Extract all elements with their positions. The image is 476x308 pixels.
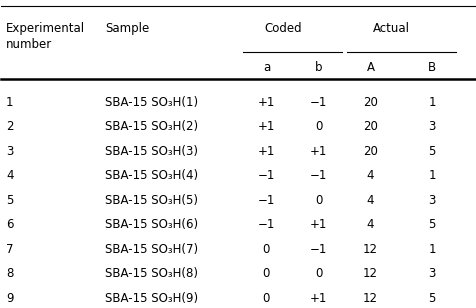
Text: 8: 8 xyxy=(6,267,13,280)
Text: Sample: Sample xyxy=(106,22,150,35)
Text: SBA-15 SO₃H(9): SBA-15 SO₃H(9) xyxy=(106,292,198,305)
Text: 7: 7 xyxy=(6,243,14,256)
Text: 3: 3 xyxy=(428,194,436,207)
Text: +1: +1 xyxy=(258,145,275,158)
Text: −1: −1 xyxy=(310,243,327,256)
Text: 0: 0 xyxy=(263,243,270,256)
Text: 1: 1 xyxy=(6,95,14,109)
Text: 0: 0 xyxy=(315,194,322,207)
Text: 3: 3 xyxy=(428,267,436,280)
Text: SBA-15 SO₃H(2): SBA-15 SO₃H(2) xyxy=(106,120,198,133)
Text: +1: +1 xyxy=(310,145,327,158)
Text: −1: −1 xyxy=(310,169,327,182)
Text: 5: 5 xyxy=(6,194,13,207)
Text: +1: +1 xyxy=(310,292,327,305)
Text: 4: 4 xyxy=(367,194,374,207)
Text: +1: +1 xyxy=(258,95,275,109)
Text: SBA-15 SO₃H(1): SBA-15 SO₃H(1) xyxy=(106,95,198,109)
Text: 0: 0 xyxy=(315,267,322,280)
Text: −1: −1 xyxy=(310,95,327,109)
Text: SBA-15 SO₃H(6): SBA-15 SO₃H(6) xyxy=(106,218,198,231)
Text: 4: 4 xyxy=(367,169,374,182)
Text: 1: 1 xyxy=(428,243,436,256)
Text: +1: +1 xyxy=(258,120,275,133)
Text: −1: −1 xyxy=(258,169,275,182)
Text: 12: 12 xyxy=(363,267,378,280)
Text: a: a xyxy=(263,61,270,74)
Text: 3: 3 xyxy=(6,145,13,158)
Text: 20: 20 xyxy=(363,95,378,109)
Text: 0: 0 xyxy=(315,120,322,133)
Text: −1: −1 xyxy=(258,194,275,207)
Text: 2: 2 xyxy=(6,120,14,133)
Text: 6: 6 xyxy=(6,218,14,231)
Text: SBA-15 SO₃H(4): SBA-15 SO₃H(4) xyxy=(106,169,198,182)
Text: 5: 5 xyxy=(428,145,436,158)
Text: Experimental
number: Experimental number xyxy=(6,22,85,51)
Text: +1: +1 xyxy=(310,218,327,231)
Text: 20: 20 xyxy=(363,145,378,158)
Text: 3: 3 xyxy=(428,120,436,133)
Text: 5: 5 xyxy=(428,218,436,231)
Text: 9: 9 xyxy=(6,292,14,305)
Text: −1: −1 xyxy=(258,218,275,231)
Text: SBA-15 SO₃H(8): SBA-15 SO₃H(8) xyxy=(106,267,198,280)
Text: 0: 0 xyxy=(263,267,270,280)
Text: SBA-15 SO₃H(3): SBA-15 SO₃H(3) xyxy=(106,145,198,158)
Text: B: B xyxy=(428,61,436,74)
Text: Coded: Coded xyxy=(264,22,302,35)
Text: 4: 4 xyxy=(367,218,374,231)
Text: 5: 5 xyxy=(428,292,436,305)
Text: 1: 1 xyxy=(428,169,436,182)
Text: SBA-15 SO₃H(7): SBA-15 SO₃H(7) xyxy=(106,243,198,256)
Text: 1: 1 xyxy=(428,95,436,109)
Text: 4: 4 xyxy=(6,169,14,182)
Text: Actual: Actual xyxy=(373,22,410,35)
Text: A: A xyxy=(367,61,375,74)
Text: 0: 0 xyxy=(263,292,270,305)
Text: b: b xyxy=(315,61,322,74)
Text: 12: 12 xyxy=(363,243,378,256)
Text: 12: 12 xyxy=(363,292,378,305)
Text: SBA-15 SO₃H(5): SBA-15 SO₃H(5) xyxy=(106,194,198,207)
Text: 20: 20 xyxy=(363,120,378,133)
